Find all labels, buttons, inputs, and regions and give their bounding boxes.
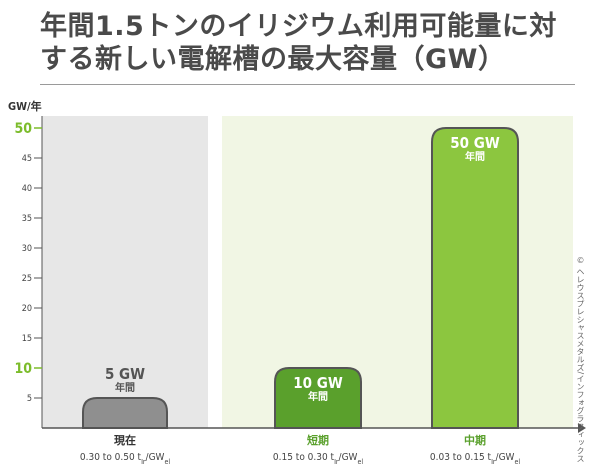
y-tick-label: 15 [22, 334, 32, 344]
category-sublabel: 0.03 to 0.15 tIr/GWel [430, 452, 520, 466]
y-tick-label: 25 [22, 274, 32, 284]
x-axis: 現在 0.30 to 0.50 tIr/GWel 短期 0.15 to 0.30 tI… [42, 423, 586, 466]
x-axis-arrow-icon [578, 423, 586, 433]
copyright-credit: © ヘレウスプレシャスメタルズ/インフォグラフィックス [576, 256, 585, 463]
bar-value-unit: 年間 [465, 150, 485, 163]
period-background-current [42, 116, 208, 428]
category-label: 短期 [307, 433, 329, 447]
title-divider [40, 84, 575, 85]
y-axis-label: GW/年 [8, 99, 42, 113]
y-axis: GW/年 5 10 15 20 25 30 35 40 45 50 [8, 99, 43, 428]
y-tick-label: 35 [22, 214, 32, 224]
bar-value-label: 10 GW [293, 374, 343, 392]
category-sublabel: 0.15 to 0.30 tIr/GWel [273, 452, 363, 466]
y-tick-label: 50 [14, 121, 32, 137]
category-label: 中期 [464, 433, 486, 447]
bar [431, 127, 519, 429]
y-tick-label: 30 [22, 244, 32, 254]
bar-value-unit: 年間 [308, 390, 328, 403]
chart-title: 年間1.5トンのイリジウム利用可能量に対する新しい電解槽の最大容量（GW） [40, 11, 557, 75]
category-label: 現在 [114, 433, 136, 447]
bar-value-label: 50 GW [450, 134, 500, 152]
bar-value-unit: 年間 [115, 381, 135, 394]
bar [82, 397, 168, 429]
category-sublabel: 0.30 to 0.50 tIr/GWel [80, 452, 170, 466]
y-tick-label: 40 [22, 184, 32, 194]
y-tick-label: 10 [14, 361, 32, 377]
y-tick-label: 45 [22, 154, 32, 164]
y-tick-label: 5 [27, 394, 32, 404]
bar [274, 367, 362, 429]
bar-value-label: 5 GW [105, 365, 145, 383]
y-tick-label: 20 [22, 304, 32, 314]
